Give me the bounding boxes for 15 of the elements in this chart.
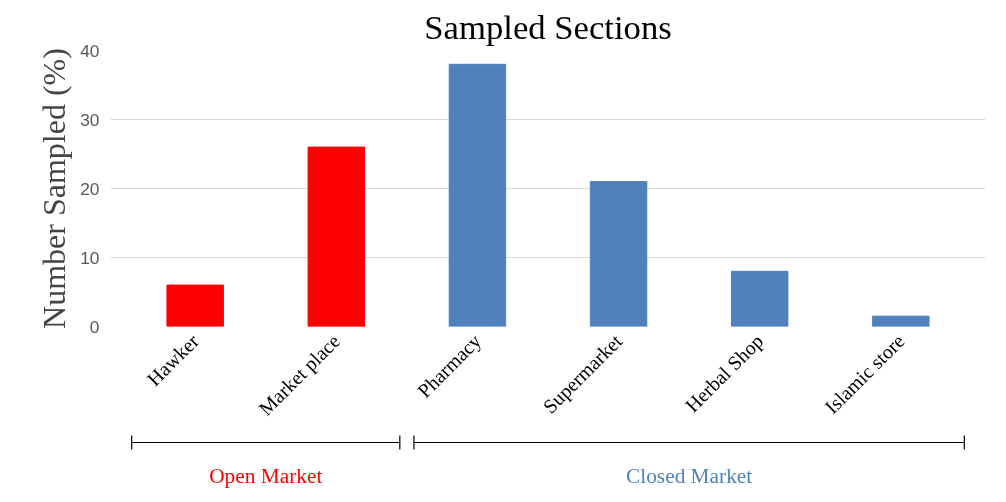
bar	[307, 146, 366, 327]
chart-title: Sampled Sections	[424, 7, 672, 46]
bar	[730, 270, 789, 327]
text: Open Market	[209, 463, 323, 488]
bar	[872, 315, 930, 327]
y-tick-label: 30	[80, 109, 100, 130]
bar	[166, 284, 224, 327]
bar	[589, 181, 648, 327]
y-tick-label: 0	[89, 316, 100, 337]
bar	[448, 63, 507, 327]
y-tick-label: 40	[80, 40, 100, 61]
y-axis-title: Number Sampled (%)	[36, 48, 73, 329]
y-tick-label: 10	[80, 247, 100, 268]
y-tick-label: 20	[80, 178, 100, 199]
text: Closed Market	[626, 463, 753, 488]
